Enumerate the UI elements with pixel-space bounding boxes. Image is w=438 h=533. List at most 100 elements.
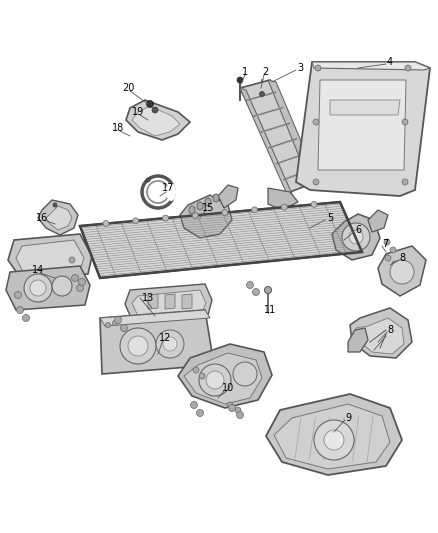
- Circle shape: [227, 402, 233, 408]
- Text: 8: 8: [399, 253, 405, 263]
- Circle shape: [52, 276, 72, 296]
- Polygon shape: [132, 106, 180, 136]
- Polygon shape: [8, 234, 92, 280]
- Polygon shape: [126, 100, 190, 140]
- Polygon shape: [125, 284, 212, 320]
- Circle shape: [77, 285, 84, 292]
- Text: 10: 10: [222, 383, 234, 393]
- Circle shape: [24, 274, 52, 302]
- Polygon shape: [330, 100, 400, 115]
- Ellipse shape: [189, 206, 195, 214]
- Circle shape: [402, 179, 408, 185]
- Text: 6: 6: [355, 225, 361, 235]
- Circle shape: [313, 119, 319, 125]
- Circle shape: [193, 367, 199, 373]
- Circle shape: [103, 221, 109, 227]
- Circle shape: [199, 364, 231, 396]
- Circle shape: [390, 260, 414, 284]
- Polygon shape: [38, 200, 78, 235]
- Circle shape: [30, 280, 46, 296]
- Circle shape: [197, 409, 204, 416]
- Text: 5: 5: [327, 213, 333, 223]
- Polygon shape: [350, 308, 412, 358]
- Circle shape: [237, 77, 243, 83]
- Circle shape: [128, 336, 148, 356]
- Circle shape: [265, 287, 272, 294]
- Circle shape: [120, 325, 127, 332]
- Text: 14: 14: [32, 265, 44, 275]
- Polygon shape: [148, 294, 158, 309]
- Text: 20: 20: [122, 83, 134, 93]
- Polygon shape: [46, 206, 72, 230]
- Polygon shape: [165, 294, 175, 309]
- Circle shape: [384, 239, 390, 245]
- Polygon shape: [268, 80, 320, 188]
- Circle shape: [313, 179, 319, 185]
- Text: 8: 8: [387, 325, 393, 335]
- Circle shape: [69, 257, 75, 263]
- Polygon shape: [240, 80, 316, 192]
- Polygon shape: [184, 353, 262, 404]
- Polygon shape: [6, 266, 90, 310]
- Text: 13: 13: [142, 293, 154, 303]
- Text: 7: 7: [382, 239, 388, 249]
- Text: 2: 2: [262, 67, 268, 77]
- Polygon shape: [296, 62, 430, 196]
- Polygon shape: [332, 214, 380, 260]
- Circle shape: [133, 218, 139, 224]
- Circle shape: [392, 261, 398, 267]
- Circle shape: [237, 411, 244, 418]
- Circle shape: [311, 201, 317, 207]
- Circle shape: [163, 337, 177, 351]
- Circle shape: [390, 247, 396, 253]
- Text: 15: 15: [202, 203, 214, 213]
- Circle shape: [233, 362, 257, 386]
- Circle shape: [22, 314, 29, 321]
- Circle shape: [156, 330, 184, 358]
- Polygon shape: [180, 195, 232, 238]
- Polygon shape: [268, 188, 298, 210]
- Ellipse shape: [205, 198, 211, 206]
- Circle shape: [192, 212, 198, 219]
- Ellipse shape: [147, 181, 169, 203]
- Circle shape: [71, 274, 78, 281]
- Circle shape: [114, 317, 121, 324]
- Text: 1: 1: [242, 67, 248, 77]
- Polygon shape: [178, 344, 272, 408]
- Circle shape: [252, 288, 259, 295]
- Circle shape: [251, 207, 258, 213]
- Circle shape: [146, 178, 150, 182]
- Circle shape: [14, 292, 21, 298]
- Circle shape: [199, 373, 205, 379]
- Polygon shape: [378, 246, 426, 296]
- Circle shape: [222, 209, 228, 216]
- Ellipse shape: [166, 183, 176, 201]
- Text: 17: 17: [162, 183, 174, 193]
- Circle shape: [324, 430, 344, 450]
- Circle shape: [314, 420, 354, 460]
- Polygon shape: [16, 240, 84, 274]
- Text: 12: 12: [159, 333, 171, 343]
- Polygon shape: [132, 290, 206, 316]
- Circle shape: [349, 230, 363, 244]
- Polygon shape: [356, 318, 404, 354]
- Circle shape: [405, 65, 411, 71]
- Circle shape: [78, 279, 85, 286]
- Polygon shape: [318, 80, 406, 170]
- Polygon shape: [266, 394, 402, 475]
- Polygon shape: [368, 210, 388, 232]
- Polygon shape: [312, 62, 430, 70]
- Polygon shape: [240, 88, 292, 194]
- Circle shape: [17, 306, 24, 313]
- Circle shape: [162, 215, 169, 221]
- Polygon shape: [100, 310, 214, 374]
- Text: 16: 16: [36, 213, 48, 223]
- Circle shape: [206, 371, 224, 389]
- Text: 4: 4: [387, 57, 393, 67]
- Polygon shape: [80, 202, 362, 278]
- Ellipse shape: [197, 202, 203, 210]
- Polygon shape: [274, 404, 390, 469]
- Text: 19: 19: [132, 107, 144, 117]
- Text: 18: 18: [112, 123, 124, 133]
- Circle shape: [385, 255, 391, 261]
